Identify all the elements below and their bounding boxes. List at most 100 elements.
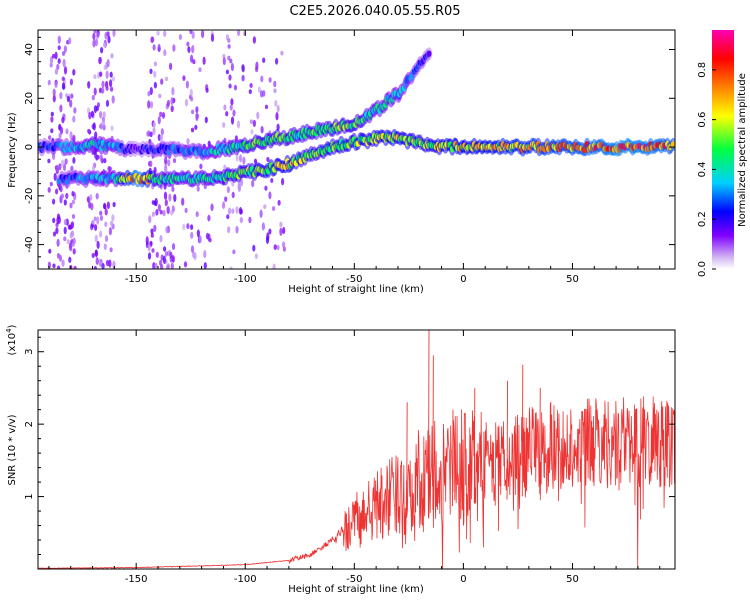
spectrogram-speckle: [58, 163, 62, 171]
spectrogram-speckle: [104, 235, 109, 242]
spectrogram-speckle: [231, 191, 235, 199]
spectrogram-speckle: [191, 109, 195, 115]
spectrogram-speckle: [164, 76, 169, 82]
spectrogram-speckle: [73, 265, 77, 269]
spectrogram-speckle: [156, 30, 160, 36]
spectrogram-speckle: [93, 265, 97, 269]
spectrogram-xlabel: Height of straight line (km): [288, 284, 424, 295]
snr-spike: [406, 402, 408, 518]
spectrogram-speckle: [57, 265, 61, 269]
spectrogram-cell: [426, 50, 432, 57]
spectrogram-speckle: [93, 87, 97, 96]
spectrogram-speckle: [70, 165, 74, 172]
spectrogram-speckle: [103, 243, 107, 250]
spectrogram-speckle: [161, 111, 166, 119]
spectrogram-speckle: [186, 138, 190, 145]
snr-spike: [521, 364, 524, 497]
spectrogram-speckle: [112, 30, 116, 37]
spectrogram-speckle: [210, 203, 214, 212]
spectrogram-speckle: [232, 109, 236, 117]
spectrogram-speckle: [59, 185, 63, 193]
spectrogram-speckle: [275, 112, 279, 121]
spectrogram-speckle: [147, 91, 151, 97]
spectrogram-speckle: [153, 71, 157, 78]
spectrogram-speckle: [96, 240, 100, 249]
spectrogram-speckle: [170, 97, 174, 106]
spectrogram-speckle: [178, 34, 182, 40]
spectrogram-speckle: [236, 120, 241, 129]
spectrogram-speckle: [89, 194, 93, 201]
spectrogram-speckle: [68, 256, 72, 263]
spectrogram-speckle: [158, 93, 162, 99]
spectrogram-speckle: [235, 225, 239, 234]
spectrogram-speckle: [262, 90, 266, 97]
spectrogram-speckle: [71, 199, 75, 205]
spectrogram-speckle: [153, 81, 157, 89]
spectrogram-ytick-label: 0: [24, 144, 35, 150]
spectrogram-speckle: [69, 244, 73, 252]
spectrogram-speckle: [190, 245, 195, 254]
spectrogram-speckle: [94, 249, 98, 258]
spectrogram-speckle: [99, 261, 103, 268]
spectrogram-speckle: [165, 226, 169, 234]
spectrogram-speckle: [260, 125, 264, 134]
spectrogram-speckle: [109, 247, 113, 253]
spectrogram-speckle: [229, 104, 233, 111]
spectrogram-speckle: [255, 61, 259, 70]
snr-frame: [37, 329, 676, 570]
spectrogram-speckle: [190, 231, 194, 239]
spectrogram-speckle: [91, 94, 95, 101]
spectrogram-speckle: [57, 45, 61, 51]
spectrogram-speckle: [152, 121, 156, 128]
spectrogram-speckle: [186, 223, 190, 230]
snr-ytick-label: 1: [24, 493, 35, 499]
snr-spike: [432, 355, 434, 510]
spectrogram-speckle: [96, 216, 100, 225]
spectrogram-speckle: [72, 237, 76, 245]
spectrogram-speckle: [166, 99, 170, 107]
figure-title: C2E5.2026.040.05.55.R05: [289, 4, 460, 19]
spectrogram-ticks: -150 -100 -50 0 50 -40 -20 0 20 40: [24, 30, 675, 285]
spectrogram-speckle: [153, 224, 157, 232]
spectrogram-speckle: [229, 58, 233, 64]
spectrogram-speckle: [250, 128, 254, 135]
spectrogram-speckle: [185, 80, 189, 89]
snr-xtick-label: -100: [234, 574, 257, 585]
spectrogram-speckle: [268, 77, 272, 83]
spectrogram-speckle: [167, 159, 171, 167]
snr-line: [38, 396, 675, 569]
spectrogram-speckle: [170, 105, 174, 113]
snr-spike: [473, 387, 476, 503]
spectrogram-speckle: [73, 107, 77, 114]
spectrogram-speckle: [110, 86, 114, 92]
spectrogram-speckle: [274, 99, 278, 107]
spectrogram-speckle: [153, 61, 157, 67]
spectrogram-speckle: [163, 49, 167, 57]
spectrogram-speckle: [95, 192, 99, 200]
spectrogram-speckle: [48, 248, 52, 254]
spectrogram-speckle: [248, 216, 252, 224]
spectrogram-speckle: [182, 75, 186, 81]
spectrogram-speckle: [184, 98, 189, 107]
spectrogram-speckle: [199, 163, 203, 170]
spectrogram-speckle: [157, 204, 161, 212]
spectrogram-speckle: [149, 131, 153, 138]
spectrogram-speckle: [50, 116, 54, 123]
spectrogram-speckle: [198, 67, 202, 73]
spectrogram-speckle: [87, 80, 91, 89]
spectrogram-speckle: [92, 39, 96, 48]
spectrogram-speckle: [95, 257, 99, 265]
spectrogram-speckle: [50, 128, 54, 134]
spectrogram-speckle: [68, 37, 72, 45]
spectrogram-speckle: [265, 236, 270, 244]
spectrogram-speckle: [193, 252, 197, 261]
spectrogram-speckle: [159, 234, 163, 243]
spectrogram-panel: -150 -100 -50 0 50 -40 -20 0 20 40 Height of stra…: [7, 29, 676, 295]
spectrogram-speckle: [99, 122, 103, 130]
spectrogram-speckle: [149, 86, 153, 96]
spectrogram-speckle: [194, 124, 198, 130]
spectrogram-speckle: [63, 226, 67, 235]
spectrogram-speckle: [109, 79, 113, 88]
spectrogram-speckle: [109, 220, 114, 227]
spectrogram-speckle: [248, 89, 252, 94]
